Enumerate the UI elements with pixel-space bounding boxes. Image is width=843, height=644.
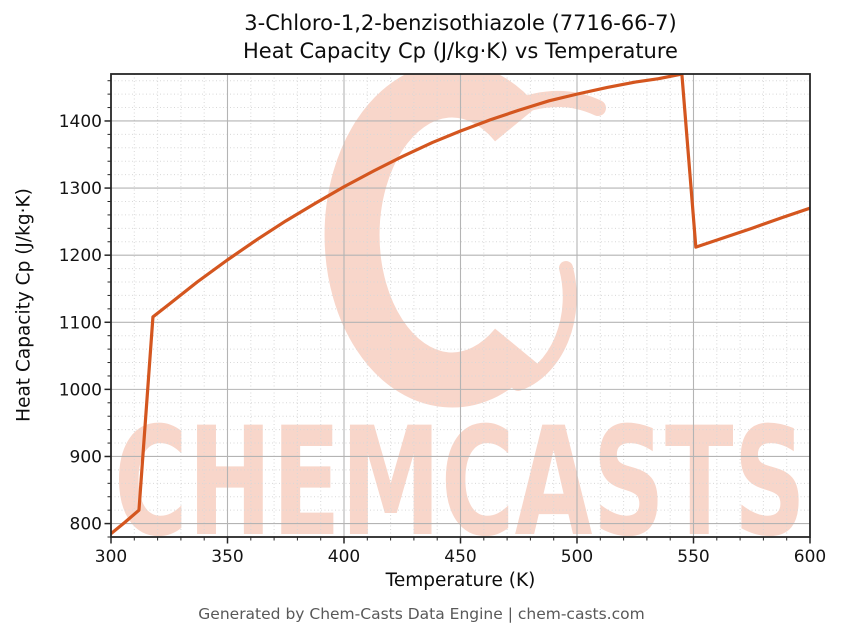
y-tick-label: 1400 bbox=[59, 112, 102, 132]
y-tick-labels: 800 900 1000 1100 1200 1300 1400 bbox=[59, 112, 102, 535]
y-axis-label: Heat Capacity Cp (J/kg·K) bbox=[13, 188, 35, 422]
x-tick-label: 600 bbox=[794, 547, 826, 567]
y-tick-label: 1000 bbox=[59, 380, 102, 400]
x-tick-label: 550 bbox=[677, 547, 709, 567]
chart-title: 3-Chloro-1,2-benzisothiazole (7716-66-7)… bbox=[111, 9, 810, 65]
x-tick-label: 400 bbox=[328, 547, 360, 567]
y-tick-label: 1300 bbox=[59, 179, 102, 199]
footer-credit: Generated by Chem-Casts Data Engine | ch… bbox=[198, 605, 645, 623]
x-tick-label: 300 bbox=[95, 547, 127, 567]
cp-curve bbox=[111, 74, 810, 535]
y-tick-label: 1200 bbox=[59, 246, 102, 266]
x-tick-label: 500 bbox=[561, 547, 593, 567]
logo-inner-crescent bbox=[511, 261, 577, 391]
y-tick-label: 800 bbox=[70, 515, 102, 535]
series-cp-line bbox=[111, 74, 810, 535]
chart-title-line1: 3-Chloro-1,2-benzisothiazole (7716-66-7) bbox=[244, 11, 677, 35]
axis-ticks bbox=[104, 80, 811, 544]
x-tick-label: 350 bbox=[211, 547, 243, 567]
x-tick-labels: 300 350 400 450 500 550 600 bbox=[95, 547, 826, 567]
y-tick-label: 900 bbox=[70, 447, 102, 467]
chart-title-line2: Heat Capacity Cp (J/kg·K) vs Temperature bbox=[243, 39, 678, 63]
x-tick-label: 450 bbox=[444, 547, 476, 567]
grid-major bbox=[111, 74, 810, 537]
x-axis-label: Temperature (K) bbox=[385, 570, 536, 591]
chemcasts-c-swirl-logo bbox=[324, 74, 538, 408]
y-tick-label: 1100 bbox=[59, 313, 102, 333]
